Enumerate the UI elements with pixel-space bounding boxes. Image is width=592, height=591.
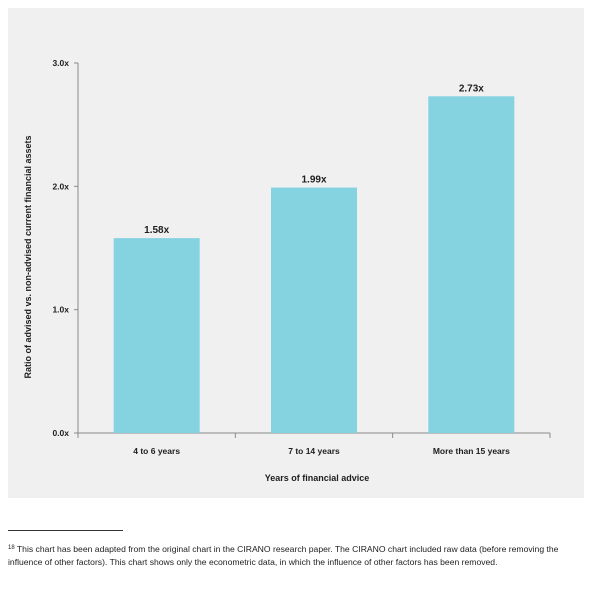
- chart-panel: 0.0x 1.0x 2.0x 3.0x 1.58x 4 to 6 years 1.99x 7 …: [8, 8, 584, 498]
- chart-bars: [113, 96, 515, 434]
- data-label: 1.99x: [301, 175, 326, 186]
- y-axis-label: Ratio of advised vs. non-advised current…: [23, 135, 33, 378]
- y-tick-label: 2.0x: [52, 181, 69, 191]
- footnote-divider: [8, 530, 123, 531]
- bar: [428, 96, 515, 434]
- x-axis-label: Years of financial advice: [265, 473, 370, 483]
- footnote-text: This chart has been adapted from the ori…: [8, 544, 559, 567]
- data-label: 1.58x: [144, 225, 169, 236]
- y-tick-label: 0.0x: [52, 428, 69, 438]
- bar: [113, 238, 200, 433]
- x-tick-label: 4 to 6 years: [133, 446, 180, 456]
- data-label: 2.73x: [459, 83, 484, 94]
- footnote-number: 18: [8, 545, 15, 551]
- y-tick-label: 3.0x: [52, 58, 69, 68]
- x-tick-label: 7 to 14 years: [288, 446, 340, 456]
- bar: [271, 187, 357, 433]
- y-tick-label: 1.0x: [52, 305, 69, 315]
- x-tick-label: More than 15 years: [433, 446, 510, 456]
- bar-chart: 0.0x 1.0x 2.0x 3.0x 1.58x 4 to 6 years 1.99x 7 …: [23, 58, 551, 483]
- chart-labels: 0.0x 1.0x 2.0x 3.0x 1.58x 4 to 6 years 1.99x 7 …: [52, 58, 510, 456]
- footnote: 18 This chart has been adapted from the …: [8, 542, 588, 569]
